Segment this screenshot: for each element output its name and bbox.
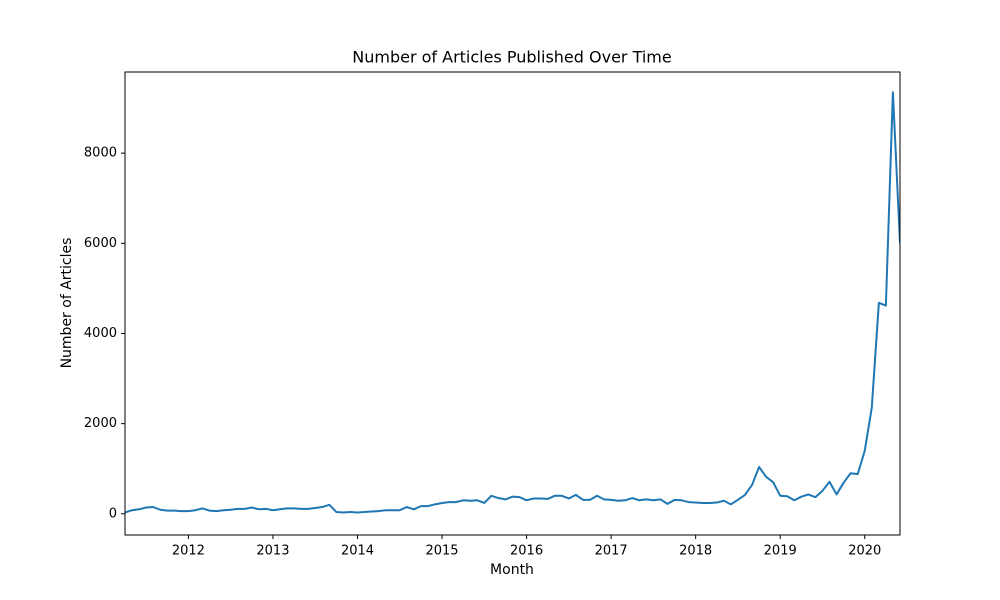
y-axis-label: Number of Articles xyxy=(59,238,75,369)
data-line xyxy=(125,91,900,514)
x-tick-label: 2016 xyxy=(510,544,543,559)
x-tick-label: 2018 xyxy=(679,544,712,559)
x-tick-label: 2015 xyxy=(425,544,458,559)
y-tick-label: 0 xyxy=(109,506,117,521)
x-tick-label: 2020 xyxy=(848,544,881,559)
chart-title: Number of Articles Published Over Time xyxy=(352,48,671,67)
x-tick-label: 2012 xyxy=(172,544,205,559)
x-tick-label: 2013 xyxy=(256,544,289,559)
y-tick-label: 2000 xyxy=(84,416,117,431)
y-tick-label: 8000 xyxy=(84,146,117,161)
x-tick-label: 2014 xyxy=(341,544,374,559)
x-axis-label: Month xyxy=(490,562,534,578)
x-tick-label: 2017 xyxy=(595,544,628,559)
y-tick-label: 6000 xyxy=(84,236,117,251)
x-tick-label: 2019 xyxy=(764,544,797,559)
plot-frame xyxy=(124,71,901,536)
y-tick-label: 4000 xyxy=(84,326,117,341)
